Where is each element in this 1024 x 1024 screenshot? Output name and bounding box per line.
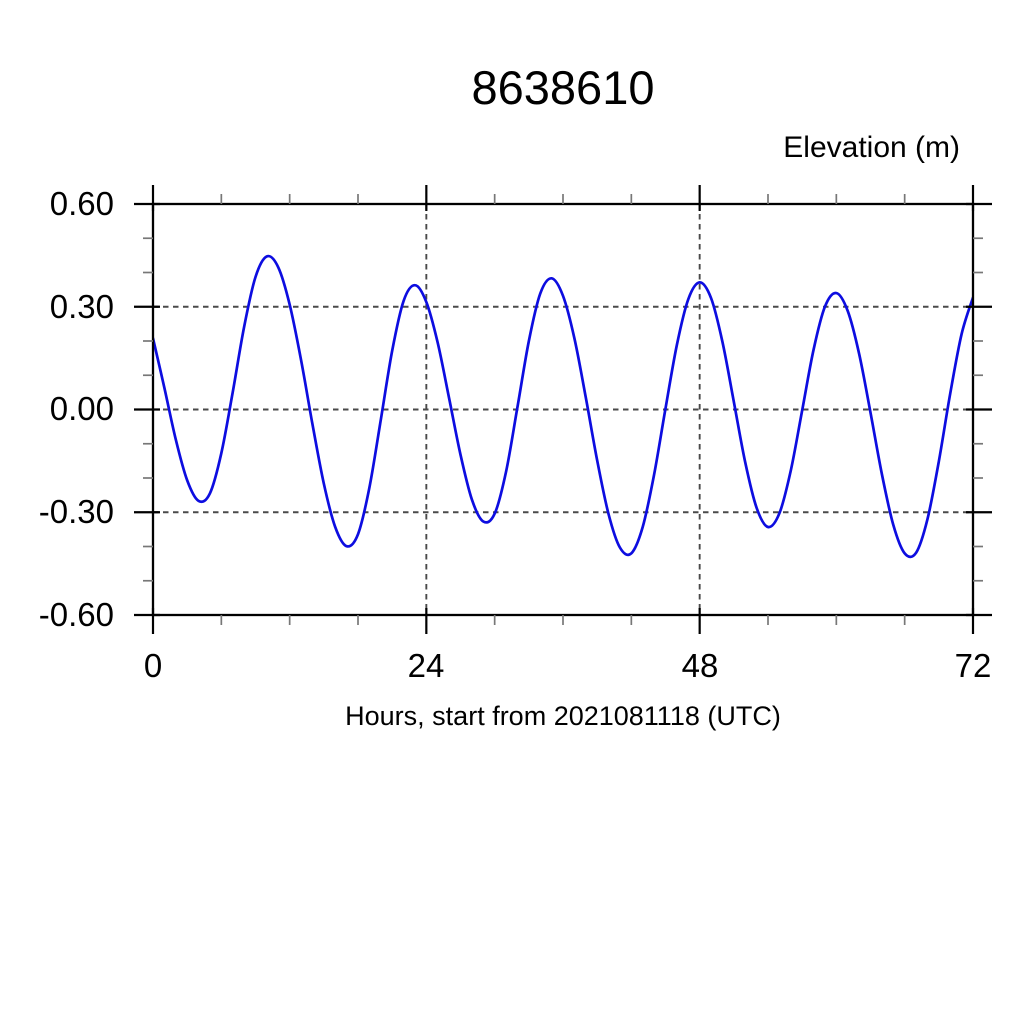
- y-tick-label: 0.30: [49, 288, 114, 325]
- curve-layer: [152, 254, 974, 559]
- x-tick-label: 24: [407, 647, 445, 684]
- y-axis-title: Elevation (m): [783, 131, 960, 164]
- axis-ticks: [134, 185, 992, 634]
- x-axis-title: Hours, start from 2021081118 (UTC): [345, 701, 781, 731]
- x-tick-label: 0: [143, 647, 163, 684]
- x-tick-label: 72: [954, 647, 992, 684]
- tide-curve: [152, 254, 974, 559]
- y-tick-label: -0.60: [38, 596, 114, 633]
- y-tick-label: -0.30: [38, 493, 114, 530]
- y-tick-label: 0.60: [49, 185, 114, 222]
- y-tick-label: 0.00: [49, 390, 114, 427]
- chart-title: 8638610: [471, 61, 655, 114]
- x-tick-label: 48: [681, 647, 719, 684]
